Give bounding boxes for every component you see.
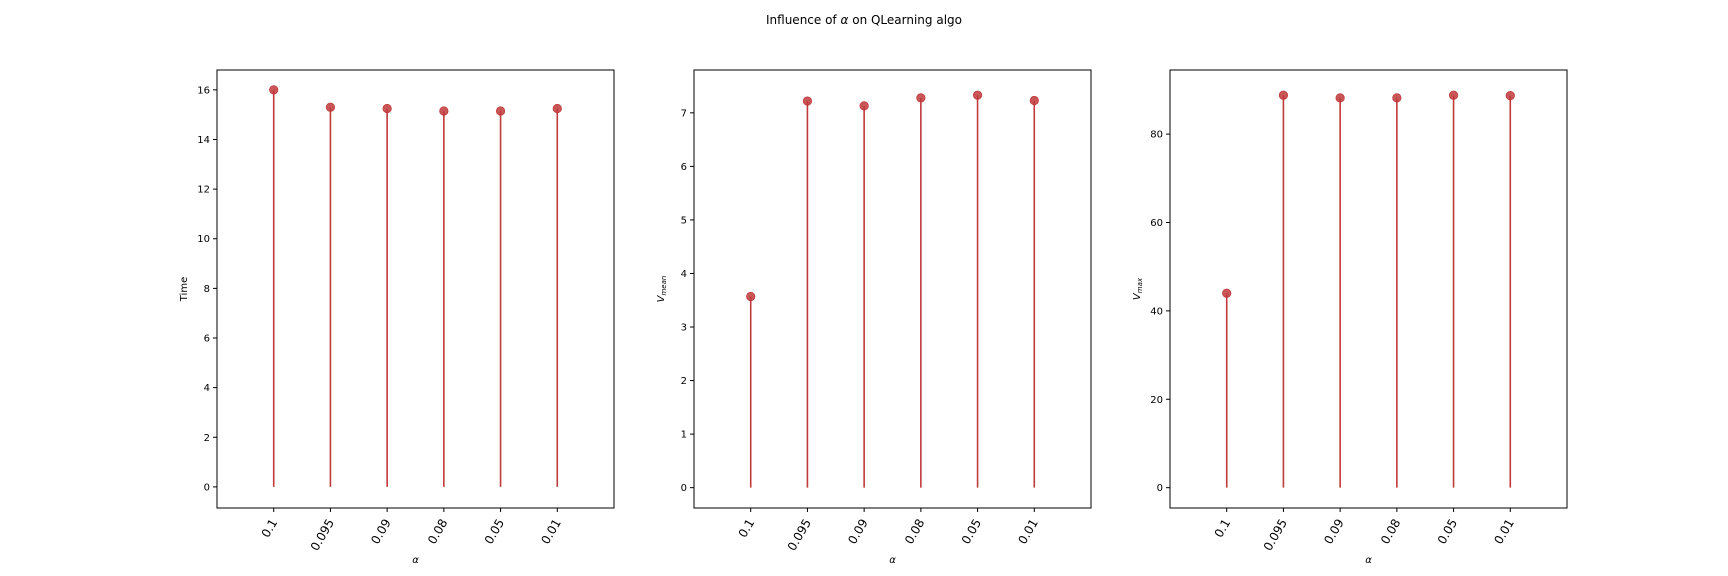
stem-marker [1222, 288, 1232, 298]
axes-frame [216, 69, 615, 509]
y-tick-label: 0 [204, 482, 210, 493]
stem-marker [1505, 91, 1515, 101]
y-tick-label: 7 [681, 108, 687, 119]
y-tick-label: 14 [197, 135, 210, 146]
stem-marker [382, 103, 392, 114]
stem-marker [439, 106, 449, 116]
x-tick-label: 0.1 [259, 517, 281, 541]
y-tick-label: 80 [1150, 130, 1163, 141]
chart-panel-3: 0 20 40 60 80 0.1 0.095 0.09 0.08 0.05 0.01 α Vmax [1132, 69, 1568, 566]
x-axis-label: α [412, 555, 419, 566]
figure-title-suffix: on QLearning algo [848, 13, 962, 27]
x-tick-label: 0.08 [425, 517, 450, 547]
x-tick-label: 0.095 [785, 517, 814, 554]
stem-marker [916, 93, 926, 103]
y-tick-label: 8 [204, 284, 210, 295]
stem-marker [802, 96, 813, 106]
stem-marker [1335, 93, 1345, 103]
y-axis-label-main: V [1132, 292, 1143, 300]
stem-marker [1448, 90, 1459, 100]
x-tick-label: 0.095 [1261, 517, 1290, 554]
stem-marker [1392, 93, 1402, 103]
x-tick-label: 0.095 [308, 517, 337, 554]
y-tick-label: 6 [681, 162, 687, 173]
y-axis-label-subscript: mean [660, 276, 668, 296]
stem-marker [325, 102, 336, 112]
x-tick-label: 0.01 [1015, 517, 1040, 547]
y-axis-label-subscript: max [1136, 277, 1144, 293]
y-tick-label: 4 [681, 269, 687, 280]
y-tick-label: 10 [197, 234, 210, 245]
y-tick-label: 2 [204, 433, 210, 444]
y-axis-label: Vmean [656, 276, 668, 303]
chart-panel-1: 0 2 4 6 8 10 12 14 16 0.1 0.095 0.09 0.08 0.05 0.01 α Ti… [179, 69, 615, 566]
stem-marker [552, 103, 562, 114]
axes-frame [693, 69, 1092, 509]
y-tick-label: 40 [1150, 306, 1163, 317]
y-axis-label: Time [179, 277, 190, 302]
x-tick-label: 0.05 [482, 517, 507, 547]
y-tick-label: 16 [197, 85, 210, 96]
x-tick-label: 0.09 [368, 517, 393, 547]
y-tick-label: 3 [681, 323, 687, 334]
x-tick-label: 0.09 [845, 517, 870, 547]
axes-frame [1169, 69, 1568, 509]
x-tick-label: 0.09 [1321, 517, 1346, 547]
x-tick-label: 0.08 [1378, 517, 1403, 547]
stem-marker [1029, 95, 1039, 106]
x-tick-label: 0.08 [902, 517, 927, 547]
figure-title-prefix: Influence of [766, 13, 840, 27]
stem-marker [746, 291, 756, 302]
stem-marker [495, 106, 506, 116]
x-tick-label: 0.01 [1491, 517, 1516, 547]
y-tick-label: 0 [681, 483, 687, 494]
x-tick-label: 0.1 [736, 517, 758, 541]
y-tick-label: 6 [204, 334, 210, 345]
figure-title-symbol: α [840, 13, 848, 27]
x-tick-label: 0.05 [959, 517, 984, 547]
x-tick-label: 0.1 [1212, 517, 1234, 541]
y-axis-label-main: V [656, 294, 667, 302]
y-tick-label: 12 [197, 185, 210, 196]
stem-marker [1278, 90, 1289, 100]
x-tick-label: 0.01 [538, 517, 563, 547]
y-tick-label: 1 [681, 430, 687, 441]
figure-title: Influence of α on QLearning algo [766, 13, 962, 27]
stem-marker [859, 101, 869, 111]
stem-marker [269, 85, 279, 95]
chart-panel-2: 0 1 2 3 4 5 6 7 0.1 0.095 0.09 0.08 0.05 0.01 α Vmean [656, 69, 1092, 566]
x-axis-label: α [1365, 555, 1372, 566]
y-tick-label: 5 [681, 215, 687, 226]
x-tick-label: 0.05 [1435, 517, 1460, 547]
stem-marker [972, 90, 983, 100]
y-tick-label: 0 [1157, 483, 1163, 494]
y-axis-label: Vmax [1132, 277, 1144, 300]
x-axis-label: α [889, 555, 896, 566]
y-tick-label: 20 [1150, 395, 1163, 406]
y-tick-label: 60 [1150, 218, 1163, 229]
y-tick-label: 4 [204, 383, 210, 394]
y-tick-label: 2 [681, 376, 687, 387]
